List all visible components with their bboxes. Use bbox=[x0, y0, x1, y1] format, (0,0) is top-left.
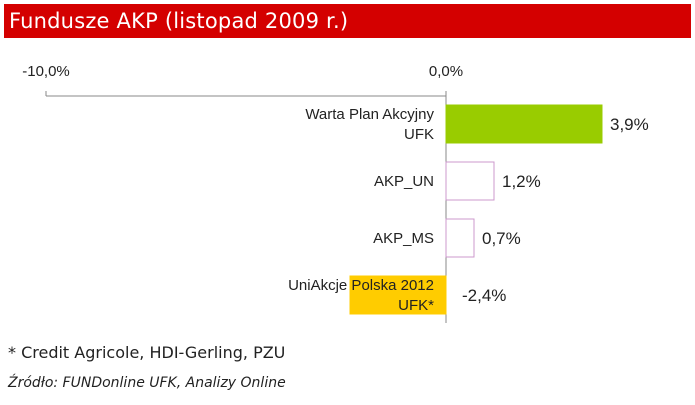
bar bbox=[445, 161, 495, 201]
category-label: AKP_UN bbox=[374, 173, 434, 190]
bar-chart: -10,0% 0,0% Warta Plan Akcyjny UFK 3,9% AKP_U… bbox=[22, 63, 649, 323]
chart-title: Fundusze AKP (listopad 2009 r.) bbox=[9, 9, 349, 33]
bar bbox=[445, 104, 603, 144]
category-label: AKP_MS bbox=[373, 230, 434, 247]
data-label: -2,4% bbox=[462, 286, 506, 305]
title-bar: Fundusze AKP (listopad 2009 r.) bbox=[4, 4, 691, 38]
bar bbox=[349, 275, 447, 315]
data-label: 3,9% bbox=[610, 115, 649, 134]
footnote: * Credit Agricole, HDI-Gerling, PZU bbox=[8, 343, 286, 362]
category-label: UniAkcje Polska 2012 bbox=[288, 277, 434, 294]
category-label: Warta Plan Akcyjny bbox=[305, 106, 434, 123]
source-note: Źródło: FUNDonline UFK, Analizy Online bbox=[8, 375, 286, 391]
category-label: UFK* bbox=[398, 297, 434, 314]
data-label: 0,7% bbox=[482, 229, 521, 248]
bar bbox=[445, 218, 475, 258]
category-label: UFK bbox=[404, 126, 434, 143]
tick-label: -10,0% bbox=[22, 63, 70, 80]
tick-label: 0,0% bbox=[429, 63, 463, 80]
data-label: 1,2% bbox=[502, 172, 541, 191]
